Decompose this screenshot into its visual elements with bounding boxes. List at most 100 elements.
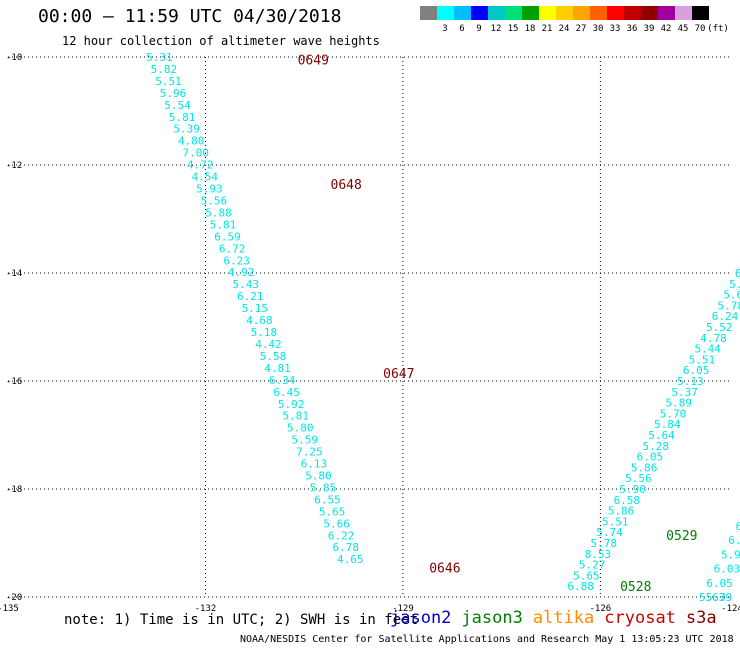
swh-value: 5.70: [660, 407, 687, 420]
swh-value: 5.74: [596, 526, 623, 539]
x-tick-label: -124: [721, 604, 740, 614]
swh-value: 5.54: [164, 99, 191, 112]
chart-title: 00:00 — 11:59 UTC 04/30/2018: [38, 6, 342, 27]
legend-swatch: [641, 6, 658, 20]
y-tick-label: -20: [6, 593, 22, 603]
legend-swatch: [454, 6, 471, 20]
swh-value: 5.96: [160, 87, 187, 100]
swh-value: 6.24: [736, 520, 740, 533]
swh-value: 5.56: [201, 194, 228, 207]
swh-value: 5.51: [155, 75, 182, 88]
swh-value: 5.15: [242, 302, 269, 315]
swh-value: 4.54: [192, 171, 219, 184]
swh-value: 5.13: [677, 375, 704, 388]
swh-value: 5.93: [196, 183, 223, 196]
swh-value: 5.92: [278, 398, 305, 411]
satellite-jason3: jason3: [461, 608, 523, 628]
swh-value: 7.00: [182, 147, 209, 160]
swh-value: 4.81: [264, 362, 291, 375]
x-tick-label: -135: [0, 604, 19, 614]
legend-swatch: [675, 6, 692, 20]
swh-value: 4.92: [228, 266, 255, 279]
swh-value: 5.43: [232, 278, 259, 291]
swh-value: 5.81: [282, 410, 309, 423]
swh-value: 4.65: [337, 553, 364, 566]
swh-value: 6.05: [683, 364, 710, 377]
swh-value: 5.58: [260, 350, 287, 363]
legend-label: 30: [592, 24, 604, 34]
satellite-jason2: jason2: [390, 608, 452, 628]
legend-label: 39: [643, 24, 655, 34]
legend-label: 45: [677, 24, 689, 34]
legend-swatch: [437, 6, 454, 20]
units-note: note: 1) Time is in UTC; 2) SWH is in fe…: [64, 612, 419, 628]
y-tick-label: -14: [6, 269, 22, 279]
swh-value: 6.05: [637, 451, 664, 464]
swh-value: 5.51: [602, 515, 629, 528]
legend-label: 70: [694, 24, 706, 34]
pass-time-label: 0648: [331, 178, 362, 193]
pass-time-label: 0646: [429, 561, 460, 576]
swh-value: 5.51: [689, 353, 716, 366]
pass-time-label: 0529: [666, 529, 697, 544]
legend-swatch: [488, 6, 505, 20]
swh-value: 5.44: [694, 343, 721, 356]
legend-swatch: [556, 6, 573, 20]
swh-value: 5.98: [721, 548, 740, 561]
swh-value: 5.52: [706, 321, 733, 334]
swh-value: 5.84: [654, 418, 681, 431]
swh-value: 5.80: [305, 470, 332, 483]
legend-swatch: [590, 6, 607, 20]
swh-value: 5.31: [146, 51, 173, 64]
swh-value: 6.34: [269, 374, 296, 387]
swh-value: 5.39: [173, 123, 200, 136]
swh-value: 5.81: [210, 218, 237, 231]
swh-value: 5.81: [169, 111, 196, 124]
pass-time-label: 0528: [620, 580, 651, 595]
swh-value: 5.65: [573, 569, 600, 582]
swh-value: 5.66: [323, 517, 350, 530]
legend-label: 42: [660, 24, 672, 34]
swh-value: 7.25: [296, 446, 323, 459]
legend-label: 15: [507, 24, 519, 34]
x-tick-label: -126: [590, 604, 612, 614]
legend-swatch: [624, 6, 641, 20]
swh-value: 4.78: [700, 332, 727, 345]
swh-value: 8.53: [585, 548, 612, 561]
swh-value: 4.68: [246, 314, 273, 327]
swh-value: 5.82: [151, 63, 178, 76]
swh-value: 5.78: [590, 537, 617, 550]
swh-value: 6.45: [273, 386, 300, 399]
legend-label: 33: [609, 24, 621, 34]
swh-value: 5.56: [625, 472, 652, 485]
swh-value: 6.78: [332, 541, 359, 554]
swh-value: 5.59: [292, 434, 319, 447]
satellite-cryosat: cryosat: [604, 608, 676, 628]
legend-label: 27: [575, 24, 587, 34]
swh-value: 6.21: [237, 290, 264, 303]
legend-swatch: [658, 6, 675, 20]
legend-label: 3: [442, 24, 448, 34]
legend-label: 12: [490, 24, 502, 34]
legend-unit: (ft): [707, 24, 729, 34]
x-tick-label: -129: [392, 604, 414, 614]
swh-value: 6.59: [214, 230, 241, 243]
swh-value: 6.05: [706, 577, 733, 590]
swh-value: 5.63: [723, 289, 740, 302]
swh-value: 5.86: [631, 461, 658, 474]
swh-value: 5.90: [619, 483, 646, 496]
swh-value: 5.65: [319, 505, 346, 518]
swh-value: 4.72: [187, 159, 214, 172]
pass-time-label: 0649: [298, 54, 329, 69]
swh-value: 5.80: [287, 422, 314, 435]
swh-value: 4.42: [255, 338, 282, 351]
swh-value: 5.18: [251, 326, 278, 339]
swh-value: 5.27: [579, 559, 606, 572]
swh-value: 5.78: [718, 299, 740, 312]
swh-value: 5.79: [706, 591, 733, 604]
legend-label: 6: [459, 24, 465, 34]
y-tick-label: -12: [6, 161, 22, 171]
legend-swatch: [420, 6, 437, 20]
legend-swatch: [573, 6, 590, 20]
legend-label: 36: [626, 24, 638, 34]
